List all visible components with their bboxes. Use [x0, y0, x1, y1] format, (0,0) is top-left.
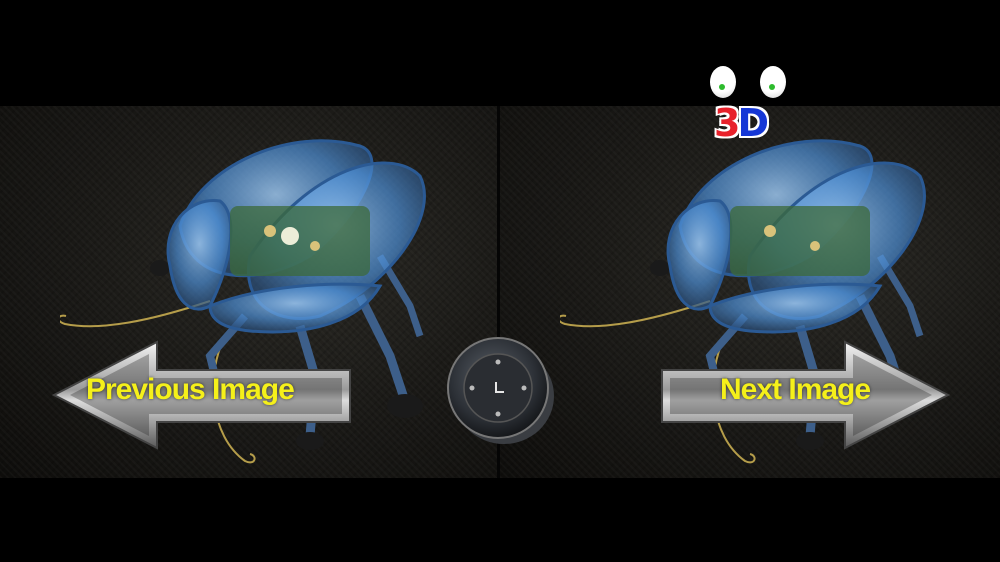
round-button-icon	[447, 337, 554, 444]
3d-logo-text: 3D	[714, 101, 769, 145]
left-eye-icon	[710, 66, 736, 98]
left-arrow-icon	[52, 340, 351, 450]
next-image-label: Next Image	[720, 373, 871, 406]
center-control-button[interactable]	[444, 334, 556, 446]
stereo-image-left	[0, 106, 497, 478]
right-arrow-icon	[661, 340, 950, 450]
previous-image-button[interactable]: Previous Image	[52, 340, 352, 450]
next-image-button[interactable]: Next Image	[660, 340, 950, 450]
previous-image-label: Previous Image	[86, 373, 295, 406]
logo-d: D	[737, 101, 769, 145]
3d-logo: 3D	[700, 62, 800, 152]
logo-3: 3	[714, 101, 741, 145]
right-eye-icon	[760, 66, 786, 98]
stereo-divider	[497, 106, 500, 478]
clock-icon	[495, 382, 504, 393]
